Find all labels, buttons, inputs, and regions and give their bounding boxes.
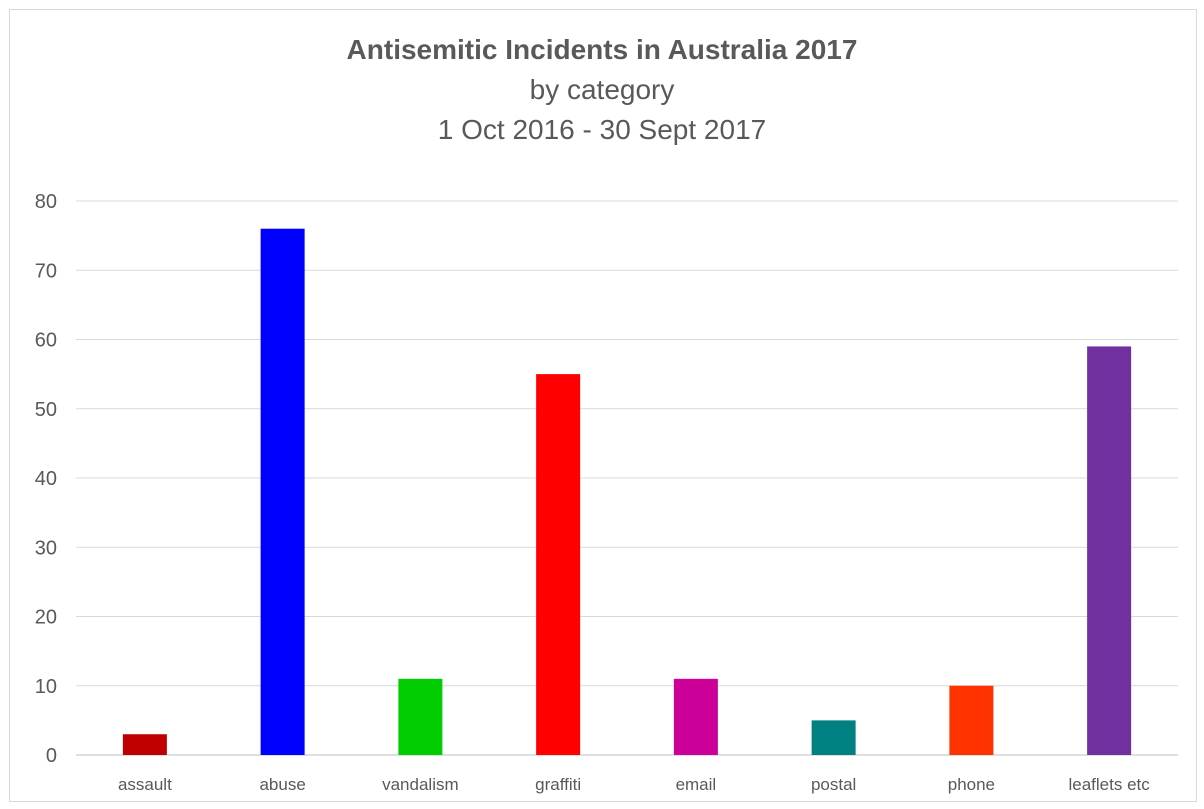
chart-title-block: Antisemitic Incidents in Australia 2017 … <box>0 30 1204 150</box>
x-tick-label: leaflets etc <box>1068 775 1150 794</box>
y-tick-label: 50 <box>35 399 57 421</box>
bar-graffiti <box>536 374 581 755</box>
bar-email <box>673 678 718 755</box>
y-tick-label: 0 <box>46 745 57 767</box>
chart-subtitle-line-2: 1 Oct 2016 - 30 Sept 2017 <box>437 114 767 145</box>
y-tick-label: 60 <box>35 330 57 352</box>
x-tick-label: phone <box>948 775 995 794</box>
chart-subtitle-line-1: by category <box>529 74 675 105</box>
y-axis-ticks: 0 10 20 30 40 50 60 70 80 <box>35 191 57 767</box>
bar-leaflets-etc <box>1087 346 1132 755</box>
x-tick-label: vandalism <box>382 775 459 794</box>
bars <box>122 228 1132 755</box>
y-tick-label: 80 <box>35 191 57 213</box>
x-tick-label: abuse <box>259 775 305 794</box>
x-tick-label: postal <box>811 775 856 794</box>
chart-title: Antisemitic Incidents in Australia 2017 <box>346 34 858 65</box>
bar-postal <box>811 720 856 755</box>
y-tick-label: 20 <box>35 607 57 629</box>
x-tick-label: graffiti <box>535 775 581 794</box>
x-tick-label: email <box>676 775 717 794</box>
y-tick-label: 70 <box>35 260 57 282</box>
bar-vandalism <box>398 678 443 755</box>
bar-assault <box>122 734 167 755</box>
chart-frame <box>9 9 1197 802</box>
y-tick-label: 10 <box>35 676 57 698</box>
gridlines <box>76 200 1178 756</box>
bar-abuse <box>260 228 305 755</box>
x-axis-labels: assault abuse vandalism graffiti email postal… <box>118 775 1150 794</box>
bar-phone <box>949 685 994 755</box>
y-tick-label: 40 <box>35 468 57 490</box>
x-tick-label: assault <box>118 775 172 794</box>
y-tick-label: 30 <box>35 537 57 559</box>
